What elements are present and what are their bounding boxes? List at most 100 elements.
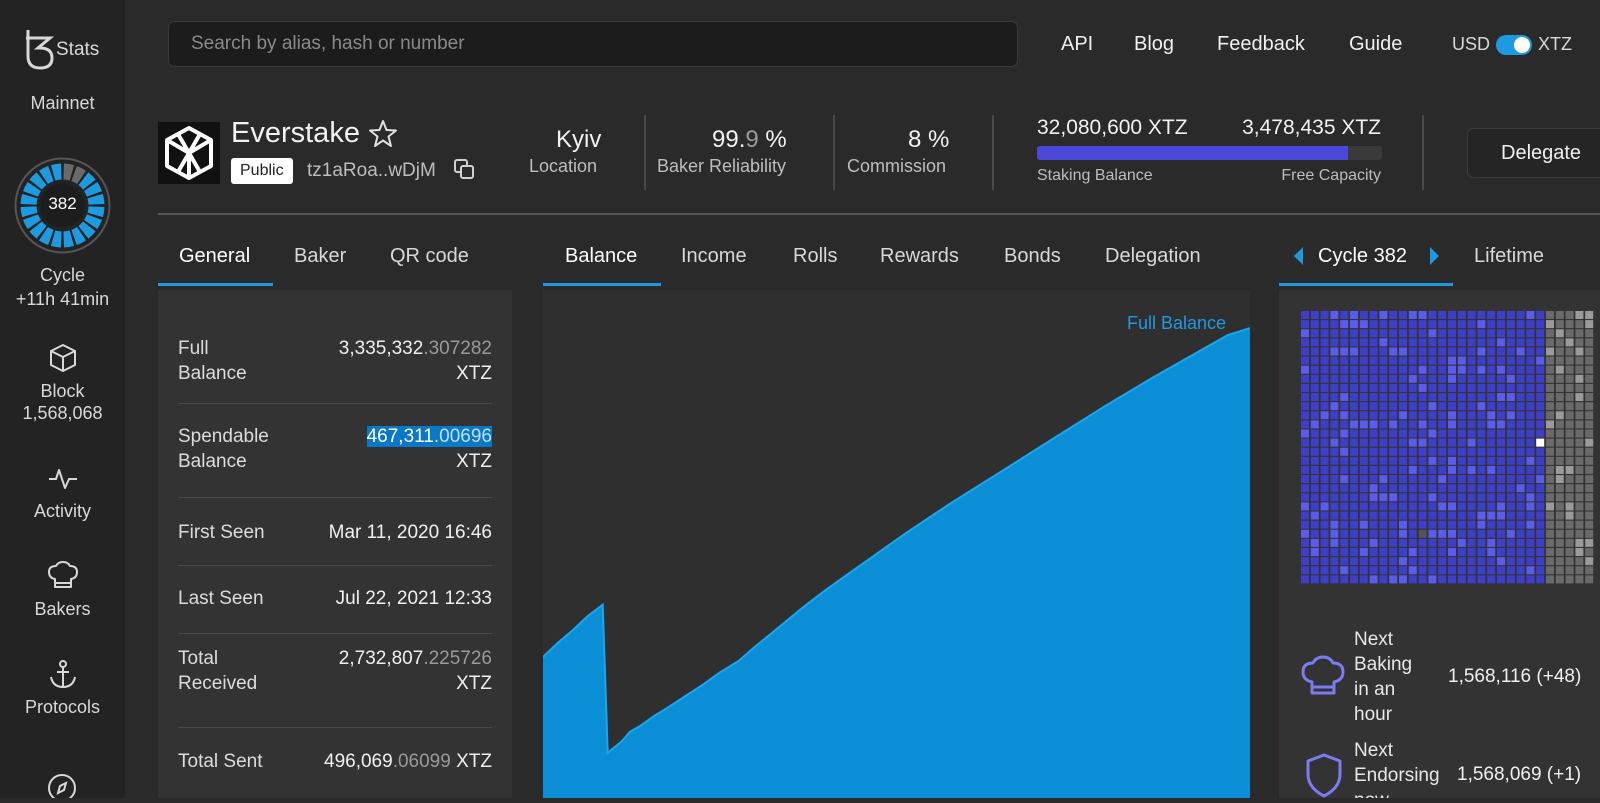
cycle-block-cell <box>1477 411 1486 420</box>
cycle-block-cell <box>1487 575 1496 584</box>
cycle-block-cell <box>1359 520 1368 529</box>
cycle-next-icon[interactable] <box>1428 246 1440 266</box>
nav-bakers[interactable]: Bakers <box>0 560 125 620</box>
cycle-block-cell <box>1555 475 1564 484</box>
cycle-block-cell <box>1536 557 1545 566</box>
cycle-block-cell <box>1585 420 1594 429</box>
tab-baker[interactable]: Baker <box>294 245 347 267</box>
cycle-block-cell <box>1428 383 1437 392</box>
cycle-block-cell <box>1310 311 1319 319</box>
balance-chart[interactable] <box>543 290 1250 798</box>
cycle-block-cell <box>1467 475 1476 484</box>
cycle-block-cell <box>1418 456 1427 465</box>
tab-bonds[interactable]: Bonds <box>1004 245 1061 267</box>
nav-link-feedback[interactable]: Feedback <box>1217 33 1305 55</box>
cycle-block-cell <box>1536 548 1545 557</box>
cycle-block-cell <box>1350 365 1358 374</box>
full-balance-value[interactable]: 3,335,332.307282 XTZ <box>338 338 492 384</box>
cycle-block-cell <box>1379 347 1388 356</box>
currency-toggle[interactable] <box>1496 35 1532 55</box>
tab-general[interactable]: General <box>179 245 251 267</box>
cycle-block-cell <box>1575 411 1584 420</box>
cycle-block-cell <box>1575 347 1584 356</box>
nav-link-guide[interactable]: Guide <box>1349 33 1403 55</box>
cycle-prev-icon[interactable] <box>1293 246 1305 266</box>
cycle-block-cell <box>1506 429 1515 438</box>
cycle-block-cell <box>1516 548 1525 557</box>
cycle-block-cell <box>1428 484 1437 493</box>
delegate-button[interactable]: Delegate <box>1467 128 1600 178</box>
brand-link[interactable]: Stats <box>18 26 118 76</box>
cycle-block-cell <box>1487 338 1496 347</box>
cycle-block-cell <box>1320 311 1329 319</box>
cycle-block-cell <box>1497 365 1505 374</box>
cycle-block-cell <box>1506 356 1515 365</box>
next-baking-value[interactable]: 1,568,116 (+48) <box>1448 666 1582 687</box>
staking-balance-label: Staking Balance <box>1037 167 1153 184</box>
first-seen-value[interactable]: Mar 11, 2020 16:46 <box>328 522 492 543</box>
nav-link-blog[interactable]: Blog <box>1134 33 1175 55</box>
nav-activity[interactable]: Activity <box>0 462 125 522</box>
cycle-block-cell <box>1575 356 1584 365</box>
last-seen-label: Last Seen <box>178 588 264 609</box>
baker-address[interactable]: tz1aRoa..wDjM <box>307 160 436 181</box>
last-seen-value[interactable]: Jul 22, 2021 12:33 <box>335 588 492 609</box>
tab-income[interactable]: Income <box>681 245 747 267</box>
cycle-block-grid[interactable] <box>1301 311 1600 606</box>
tab-qr-code[interactable]: QR code <box>390 245 469 267</box>
cycle-block-cell <box>1575 420 1584 429</box>
tab-balance[interactable]: Balance <box>565 245 638 267</box>
cycle-block-cell <box>1418 402 1427 411</box>
total-received-value[interactable]: 2,732,807.225726 XTZ <box>338 648 492 694</box>
cycle-block-cell <box>1497 475 1505 484</box>
tab-general-indicator <box>158 283 273 286</box>
cycle-block-cell <box>1408 347 1417 356</box>
nav-protocols[interactable]: Protocols <box>0 658 125 718</box>
cycle-block-cell <box>1516 338 1525 347</box>
cycle-block-cell <box>1369 402 1378 411</box>
nav-link-api[interactable]: API <box>1061 33 1094 55</box>
cycle-block-cell <box>1497 338 1505 347</box>
next-endorsing-value[interactable]: 1,568,069 (+1) <box>1457 764 1582 785</box>
cycle-block-cell <box>1487 538 1496 547</box>
location-label: Location <box>529 156 598 176</box>
tab-delegation[interactable]: Delegation <box>1105 245 1201 267</box>
cycle-block-cell <box>1448 329 1456 338</box>
cycle-block-cell <box>1467 465 1476 474</box>
cycle-block-cell <box>1457 566 1466 575</box>
balance-chart-svg <box>543 327 1250 798</box>
cycle-block-cell <box>1418 447 1427 456</box>
tab-cycle[interactable]: Cycle 382 <box>1318 245 1407 267</box>
tab-rolls[interactable]: Rolls <box>793 245 838 267</box>
cycle-block-cell <box>1438 429 1447 438</box>
cycle-block-cell <box>1330 356 1339 365</box>
cycle-block-cell <box>1526 447 1535 456</box>
spendable-balance-value[interactable]: 467,311.00696 XTZ <box>366 426 492 472</box>
network-label[interactable]: Mainnet <box>30 93 95 113</box>
cycle-block-cell <box>1477 365 1486 374</box>
cycle-block-cell <box>1408 374 1417 383</box>
cycle-block-cell <box>1467 529 1476 538</box>
nav-explore[interactable] <box>46 772 78 803</box>
cycle-gauge[interactable]: 382 <box>14 157 111 254</box>
cycle-block-cell <box>1418 320 1427 329</box>
nav-block[interactable]: Block 1,568,068 <box>0 342 125 424</box>
total-sent-value[interactable]: 496,069.06099 XTZ <box>324 751 492 772</box>
star-icon[interactable] <box>368 119 398 149</box>
cycle-block-cell <box>1506 529 1515 538</box>
tab-rewards[interactable]: Rewards <box>880 245 959 267</box>
cycle-block-cell <box>1536 475 1545 484</box>
tab-lifetime[interactable]: Lifetime <box>1474 245 1545 267</box>
copy-icon[interactable] <box>453 158 475 180</box>
cycle-block-cell <box>1359 347 1368 356</box>
cycle-block-cell <box>1457 402 1466 411</box>
cycle-block-cell <box>1340 393 1349 402</box>
cycle-block-cell <box>1359 484 1368 493</box>
cycle-block-cell <box>1526 429 1535 438</box>
cycle-block-cell <box>1536 456 1545 465</box>
cycle-block-cell <box>1438 475 1447 484</box>
cycle-block-cell <box>1526 393 1535 402</box>
search-input[interactable]: Search by alias, hash or number <box>168 21 1018 67</box>
cycle-block-cell <box>1389 529 1398 538</box>
cycle-block-cell <box>1526 557 1535 566</box>
